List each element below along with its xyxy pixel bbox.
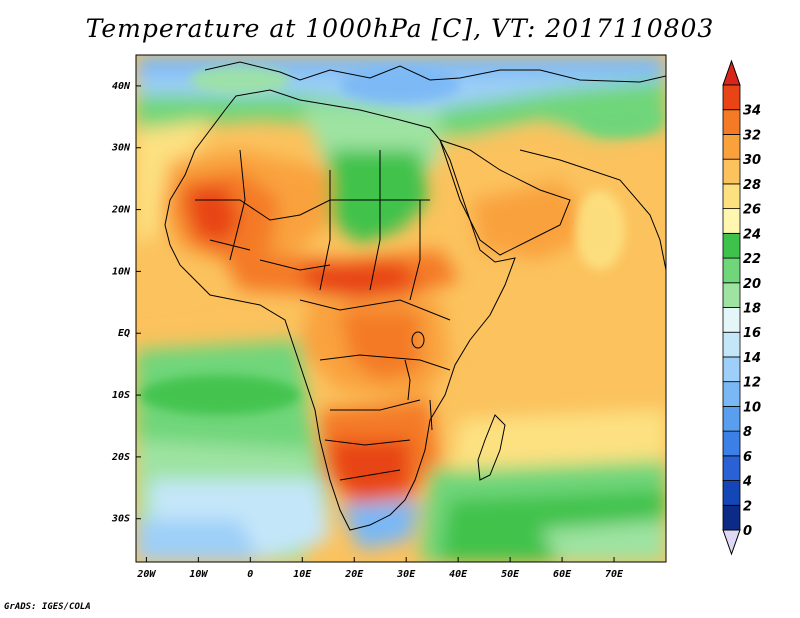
colorbar-label: 24 [743, 227, 761, 242]
colorbar-label: 4 [742, 475, 752, 490]
lon-tick-label: 30E [396, 569, 416, 580]
colorbar-segment [722, 109, 741, 135]
lon-tick-label: 40E [449, 569, 468, 580]
map-title: Temperature at 1000hPa [C], VT: 20171108… [85, 14, 715, 43]
lon-tick-label: 10W [189, 569, 208, 580]
colorbar-segment [722, 504, 741, 531]
lat-tick-label: 20N [111, 205, 131, 216]
colorbar-segment [722, 405, 741, 432]
lon-tick-label: 20W [136, 569, 156, 580]
lat-tick-label: 40N [112, 81, 131, 92]
colorbar-segment [722, 480, 741, 506]
colorbar-label: 18 [743, 302, 761, 317]
longitude-axis: 20W 10W 0 10E 20E 30E 40E 50E 60E 70E [136, 557, 624, 580]
colorbar-segment [722, 381, 741, 407]
colorbar-label: 12 [743, 376, 761, 391]
lat-tick-label: 10N [112, 266, 131, 277]
colorbar-segment [722, 134, 741, 160]
lon-tick-label: 0 [247, 569, 253, 580]
lat-tick-label: 20S [111, 452, 130, 463]
colorbar-segment [722, 84, 741, 111]
lon-tick-label: 60E [553, 569, 572, 580]
lat-tick-label: 10S [112, 390, 130, 401]
colorbar-label: 30 [743, 153, 761, 168]
colorbar-label: 0 [743, 524, 752, 539]
lon-tick-label: 70E [605, 569, 624, 580]
colorbar-segment [722, 430, 741, 457]
colorbar-segment [722, 232, 741, 259]
lon-tick-label: 10E [293, 569, 312, 580]
colorbar-label: 34 [743, 104, 761, 119]
colorbar-label: 16 [743, 326, 761, 341]
colorbar-segment [722, 356, 741, 383]
lat-tick-label: 30S [111, 514, 130, 525]
colorbar-segment [722, 455, 741, 481]
colorbar-segment [722, 331, 741, 358]
latitude-axis: 40N 30N 20N 10N EQ 10S 20S 30S [111, 81, 141, 525]
colorbar-label: 8 [743, 425, 752, 440]
colorbar-segment [722, 307, 741, 333]
colorbar-label: 20 [743, 277, 761, 292]
colorbar-label: 26 [743, 203, 761, 218]
colorbar-label: 6 [743, 450, 752, 465]
credit-text: GrADS: IGES/COLA [4, 602, 91, 612]
colorbar-label: 22 [743, 252, 761, 267]
coastlines [164, 61, 666, 531]
colorbar-label: 32 [743, 128, 761, 143]
lat-tick-label: 30N [111, 143, 131, 154]
colorbar-segment [722, 158, 741, 185]
temperature-field [136, 55, 666, 562]
colorbar-label: 28 [743, 178, 761, 193]
colorbar-bottom-arrow [722, 529, 741, 556]
colorbar-segment [722, 282, 741, 308]
colorbar-segment [722, 183, 741, 210]
colorbar-segment [722, 208, 741, 234]
colorbar-label: 14 [743, 351, 761, 366]
colorbar-segment [722, 257, 741, 284]
colorbar-label: 2 [743, 499, 752, 514]
lon-tick-label: 20E [344, 569, 364, 580]
colorbar-label: 10 [743, 400, 761, 415]
colorbar-top-arrow [722, 59, 741, 86]
lat-tick-label: EQ [118, 328, 130, 339]
lon-tick-label: 50E [501, 569, 520, 580]
map-frame [135, 54, 667, 563]
